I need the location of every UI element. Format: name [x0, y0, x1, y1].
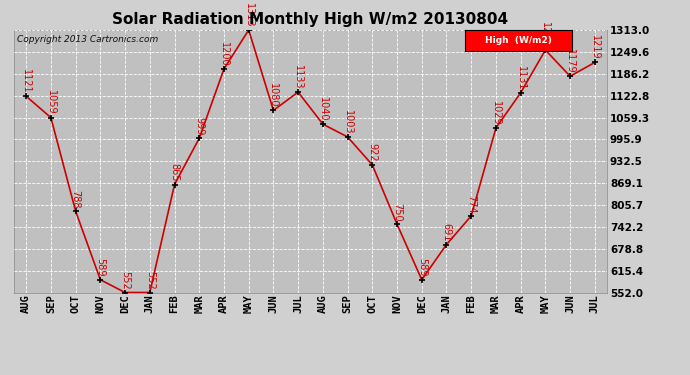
Text: 865: 865: [170, 163, 179, 182]
Title: Solar Radiation Monthly High W/m2 20130804: Solar Radiation Monthly High W/m2 201308…: [112, 12, 509, 27]
Text: 922: 922: [367, 144, 377, 162]
Text: 589: 589: [417, 258, 426, 277]
Text: 1121: 1121: [21, 69, 31, 93]
Text: 552: 552: [120, 271, 130, 290]
Text: 1179: 1179: [565, 49, 575, 74]
Text: 691: 691: [442, 224, 451, 242]
Text: 1219: 1219: [590, 35, 600, 60]
Text: 552: 552: [145, 271, 155, 290]
Text: 1059: 1059: [46, 90, 56, 115]
Text: Copyright 2013 Cartronics.com: Copyright 2013 Cartronics.com: [17, 35, 158, 44]
Text: 1003: 1003: [343, 110, 353, 134]
Text: 1255: 1255: [540, 22, 551, 47]
Text: 750: 750: [392, 203, 402, 221]
Text: 589: 589: [95, 258, 106, 277]
Text: 999: 999: [195, 117, 204, 135]
Text: 1131: 1131: [515, 66, 526, 90]
Text: 1133: 1133: [293, 65, 303, 89]
Text: 1080: 1080: [268, 83, 278, 108]
Text: 1040: 1040: [318, 97, 328, 122]
Text: 1029: 1029: [491, 100, 501, 125]
Text: 1200: 1200: [219, 42, 229, 66]
Text: 1313: 1313: [244, 3, 254, 27]
Text: 788: 788: [70, 190, 81, 209]
Text: 774: 774: [466, 195, 476, 213]
